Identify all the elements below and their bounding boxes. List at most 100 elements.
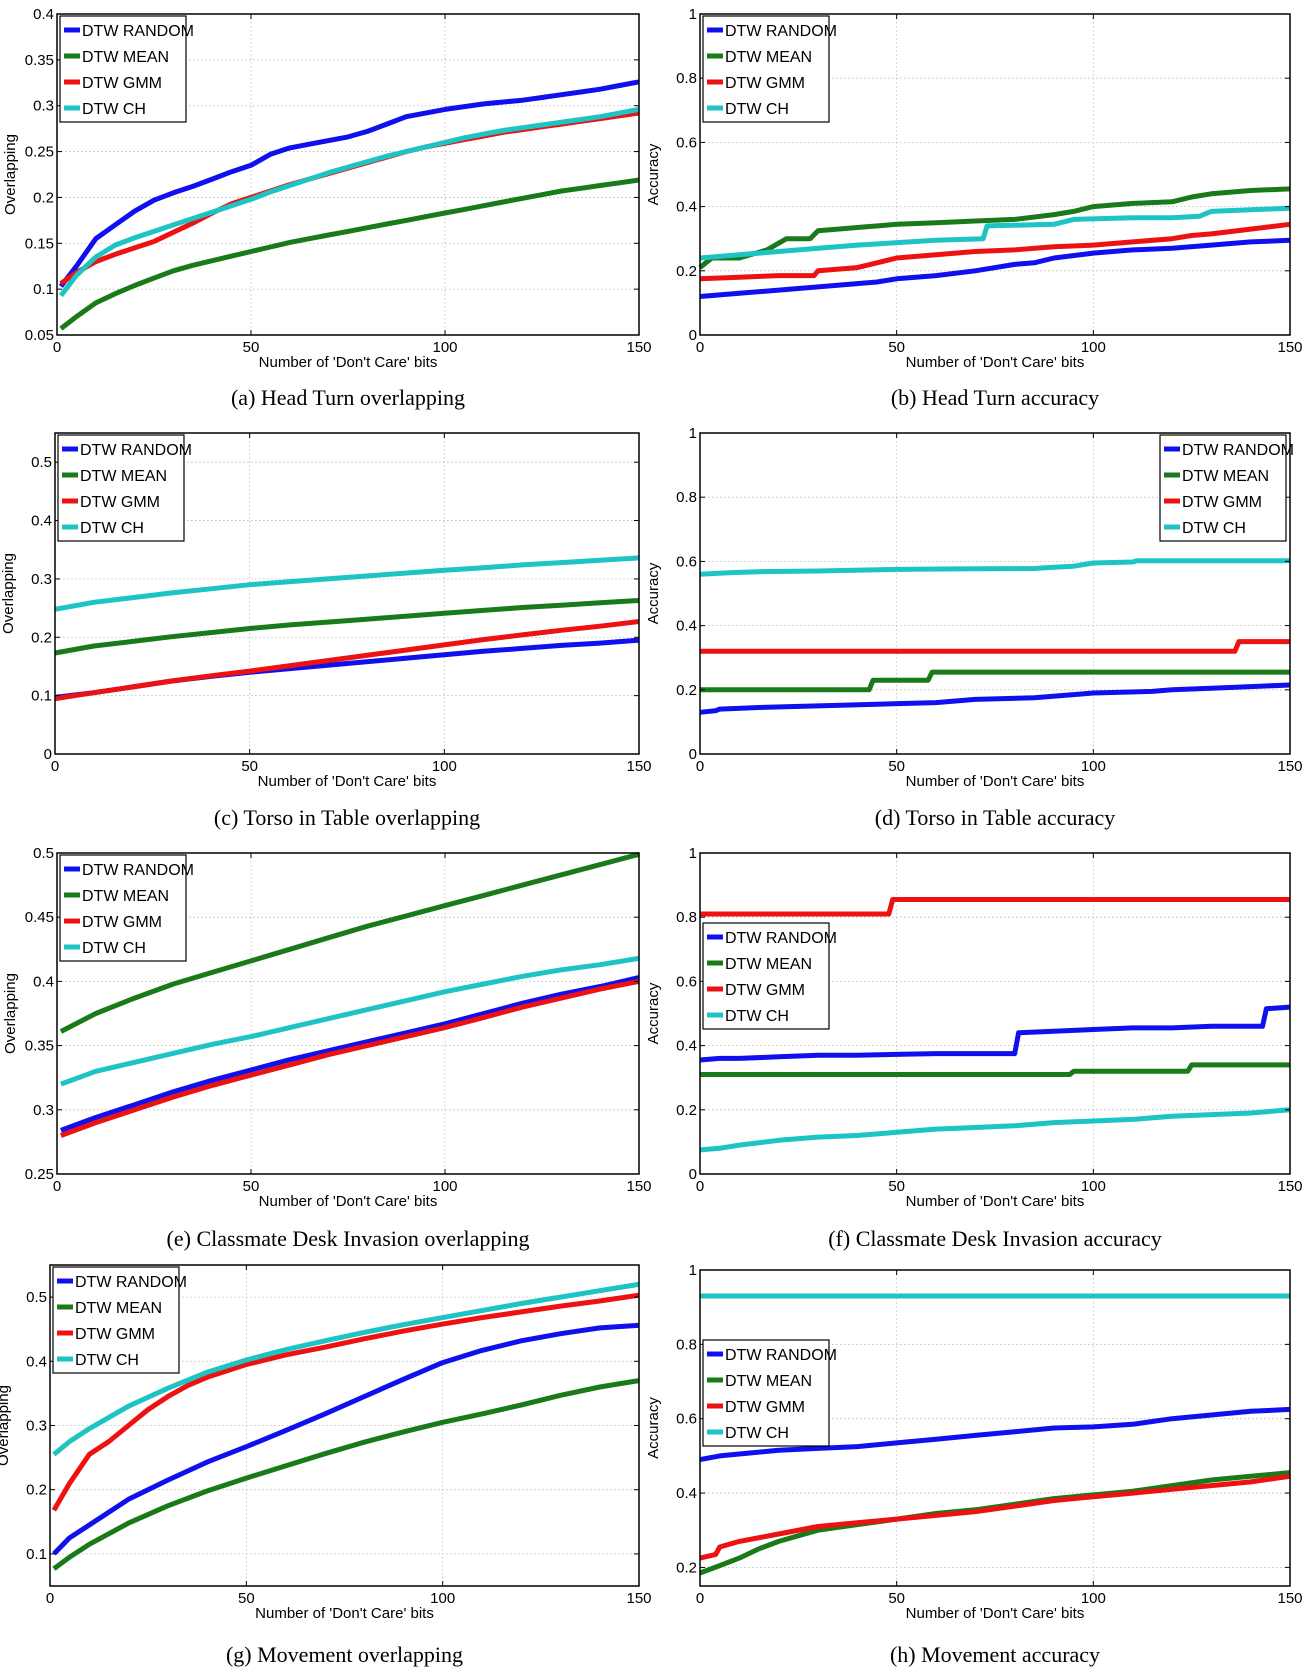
legend-label: DTW GMM bbox=[725, 75, 805, 92]
chart-panel-h: 0.2 0.4 0.6 0.8 1 0 50 100 150 Number of 'Don't C… bbox=[645, 1262, 1303, 1667]
series-line-dtw-mean bbox=[54, 598, 640, 656]
chart-panel-a: 0.05 0.1 0.15 0.2 0.25 0.3 0.35 0.4 0 50 100 150 Num… bbox=[2, 6, 652, 410]
y-axis-label: Accuracy bbox=[645, 1397, 662, 1459]
y-tick-label: 0.45 bbox=[25, 909, 54, 926]
legend-label: DTW RANDOM bbox=[725, 930, 837, 947]
legend-label: DTW MEAN bbox=[725, 1373, 812, 1390]
legend-label: DTW GMM bbox=[80, 494, 160, 511]
legend: DTW RANDOM DTW MEAN DTW GMM DTW CH bbox=[59, 15, 194, 123]
y-tick-label: 0.4 bbox=[676, 1485, 697, 1502]
x-tick-label: 100 bbox=[430, 1590, 455, 1607]
x-tick-label: 150 bbox=[1277, 339, 1302, 356]
y-tick-label: 0.8 bbox=[676, 909, 697, 926]
x-axis-label: Number of 'Don't Care' bits bbox=[258, 773, 437, 790]
y-tick-label: 0.6 bbox=[676, 553, 697, 570]
series-line-dtw-mean bbox=[52, 1378, 640, 1571]
series-line-dtw-random bbox=[52, 1322, 640, 1556]
y-tick-label: 0.3 bbox=[26, 1418, 47, 1435]
legend-label: DTW CH bbox=[725, 101, 789, 118]
x-tick-label: 0 bbox=[696, 1178, 704, 1195]
x-tick-label: 100 bbox=[1081, 1178, 1106, 1195]
legend: DTW RANDOM DTW MEAN DTW GMM DTW CH bbox=[702, 15, 837, 123]
x-tick-label: 150 bbox=[626, 758, 651, 775]
legend-label: DTW MEAN bbox=[82, 49, 169, 66]
y-tick-label: 0.3 bbox=[33, 98, 54, 115]
y-axis-label: Overlapping bbox=[2, 134, 19, 215]
legend: DTW RANDOM DTW MEAN DTW GMM DTW CH bbox=[59, 854, 194, 962]
x-tick-label: 150 bbox=[1277, 1178, 1302, 1195]
panel-caption: (f) Classmate Desk Invasion accuracy bbox=[828, 1226, 1162, 1251]
y-tick-label: 0.2 bbox=[33, 189, 54, 206]
x-tick-label: 0 bbox=[53, 1178, 61, 1195]
y-tick-label: 0.4 bbox=[26, 1353, 47, 1370]
y-tick-label: 0.8 bbox=[676, 70, 697, 87]
y-tick-label: 0.4 bbox=[31, 513, 52, 530]
x-tick-label: 100 bbox=[1081, 339, 1106, 356]
legend-label: DTW RANDOM bbox=[725, 23, 837, 40]
y-tick-label: 0.4 bbox=[676, 618, 697, 635]
legend-label: DTW CH bbox=[80, 520, 144, 537]
legend: DTW RANDOM DTW MEAN DTW GMM DTW CH bbox=[702, 1339, 837, 1447]
series-line-dtw-ch bbox=[54, 555, 640, 612]
y-tick-label: 1 bbox=[689, 6, 697, 23]
plot-frame bbox=[699, 13, 1291, 336]
legend-label: DTW MEAN bbox=[1182, 468, 1269, 485]
x-axis-label: Number of 'Don't Care' bits bbox=[255, 1605, 434, 1622]
series-line-dtw-mean bbox=[700, 1062, 1290, 1077]
legend-label: DTW CH bbox=[75, 1352, 139, 1369]
x-tick-label: 100 bbox=[432, 1178, 457, 1195]
y-tick-label: 0 bbox=[44, 746, 52, 763]
series-line-dtw-random bbox=[699, 1406, 1291, 1463]
y-tick-label: 0.6 bbox=[676, 134, 697, 151]
y-tick-label: 0.35 bbox=[25, 1038, 54, 1055]
x-axis-label: Number of 'Don't Care' bits bbox=[906, 354, 1085, 371]
series-line-dtw-random bbox=[699, 1004, 1291, 1063]
x-tick-label: 50 bbox=[241, 758, 258, 775]
y-axis-label: Accuracy bbox=[645, 982, 662, 1044]
panel-caption: (h) Movement accuracy bbox=[890, 1642, 1100, 1667]
series-line-dtw-gmm bbox=[700, 639, 1290, 654]
legend-label: DTW RANDOM bbox=[725, 1347, 837, 1364]
series-line-dtw-ch bbox=[58, 106, 640, 298]
legend: DTW RANDOM DTW MEAN DTW GMM DTW CH bbox=[52, 1266, 187, 1374]
x-axis-label: Number of 'Don't Care' bits bbox=[259, 354, 438, 371]
y-tick-label: 0.8 bbox=[676, 489, 697, 506]
legend-label: DTW CH bbox=[82, 940, 146, 957]
legend-box bbox=[702, 15, 830, 123]
series-line-dtw-gmm bbox=[60, 978, 640, 1138]
y-tick-label: 0.35 bbox=[25, 52, 54, 69]
x-tick-label: 100 bbox=[432, 339, 457, 356]
legend: DTW RANDOM DTW MEAN DTW GMM DTW CH bbox=[702, 922, 837, 1030]
series-line-dtw-gmm bbox=[54, 619, 640, 702]
x-axis-label: Number of 'Don't Care' bits bbox=[259, 1193, 438, 1210]
y-tick-label: 0.3 bbox=[33, 1102, 54, 1119]
series-line-dtw-mean bbox=[59, 177, 640, 331]
legend-label: DTW MEAN bbox=[75, 1300, 162, 1317]
legend-box bbox=[59, 15, 187, 123]
legend-box bbox=[59, 854, 187, 962]
series-line-dtw-gmm bbox=[700, 897, 1290, 917]
legend-label: DTW CH bbox=[725, 1425, 789, 1442]
x-tick-label: 50 bbox=[238, 1590, 255, 1607]
legend-label: DTW GMM bbox=[82, 75, 162, 92]
y-tick-label: 0.2 bbox=[26, 1482, 47, 1499]
x-tick-label: 0 bbox=[53, 339, 61, 356]
y-tick-label: 0.25 bbox=[25, 144, 54, 161]
y-axis-label: Overlapping bbox=[0, 1385, 12, 1466]
y-tick-label: 0.05 bbox=[25, 327, 54, 344]
y-tick-label: 0 bbox=[689, 1166, 697, 1183]
x-tick-label: 100 bbox=[432, 758, 457, 775]
y-tick-label: 0.5 bbox=[26, 1289, 47, 1306]
chart-panel-c: 0 0.1 0.2 0.3 0.4 0.5 0 50 100 150 Number of 'Don'… bbox=[0, 432, 652, 830]
y-tick-label: 0.8 bbox=[676, 1336, 697, 1353]
y-tick-label: 0.2 bbox=[676, 263, 697, 280]
y-tick-label: 0.6 bbox=[676, 973, 697, 990]
panel-caption: (d) Torso in Table accuracy bbox=[875, 805, 1115, 830]
y-tick-label: 1 bbox=[689, 1262, 697, 1279]
y-axis-label: Accuracy bbox=[645, 562, 662, 624]
legend-label: DTW MEAN bbox=[80, 468, 167, 485]
x-tick-label: 50 bbox=[243, 1178, 260, 1195]
series-line-dtw-gmm bbox=[699, 221, 1291, 282]
legend-label: DTW RANDOM bbox=[82, 23, 194, 40]
